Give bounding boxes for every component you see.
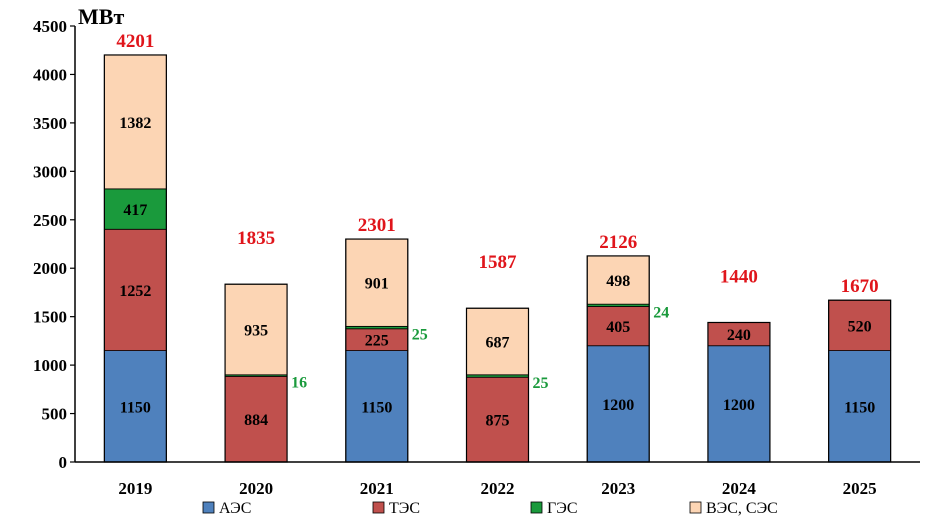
- legend-swatch: [530, 501, 543, 514]
- legend-label: ТЭС: [389, 500, 420, 517]
- segment-value-label: 240: [727, 327, 751, 344]
- y-tick-label: 3500: [33, 114, 67, 133]
- bar-segment: [224, 283, 288, 376]
- bar-segment: [466, 307, 529, 376]
- bar-2022: 875 25 687: [465, 307, 549, 463]
- y-tick-label: 0: [59, 453, 68, 472]
- legend-label: АЭС: [219, 500, 251, 517]
- segment-value-label: 1200: [602, 397, 634, 414]
- bar-2019: 1150 1252 417 1382: [103, 54, 167, 463]
- segment-value-label: 24: [653, 304, 669, 321]
- legend-swatch: [202, 501, 215, 514]
- legend-swatch: [689, 501, 702, 514]
- total-value-label: 1587: [479, 252, 518, 273]
- legend-label: ВЭС, СЭС: [706, 500, 778, 517]
- y-axis-ticks: 0 500 1000 1500 2000 2500 3000 3500 4000 4500: [33, 17, 75, 472]
- bar-2024: 1200 240: [707, 321, 771, 463]
- segment-value-label: 1252: [119, 283, 151, 300]
- legend-label: ГЭС: [547, 500, 577, 517]
- total-value-label: 1835: [237, 228, 275, 249]
- y-tick-label: 4500: [33, 17, 67, 36]
- y-tick-label: 4000: [33, 65, 67, 84]
- bar-segment: [586, 306, 650, 347]
- segment-value-label: 25: [533, 375, 549, 392]
- segment-value-label: 417: [123, 202, 147, 219]
- segment-value-label: 935: [244, 323, 268, 340]
- y-axis-unit-label: МВт: [78, 4, 124, 29]
- total-value-label: 1670: [841, 276, 879, 297]
- segment-value-label: 520: [848, 318, 872, 335]
- segment-value-label: 687: [486, 335, 510, 352]
- bar-segment: [345, 350, 409, 463]
- segment-value-label: 875: [486, 413, 510, 430]
- segment-value-label: 1150: [844, 399, 875, 416]
- segment-value-label: 884: [244, 412, 268, 429]
- total-value-label: 2126: [599, 232, 637, 253]
- segment-value-label: 1150: [120, 399, 151, 416]
- segment-value-label: 25: [412, 327, 428, 344]
- segment-value-label: 498: [606, 273, 630, 290]
- bar-segment: [828, 350, 892, 463]
- y-tick-label: 1000: [33, 356, 67, 375]
- total-value-label: 4201: [116, 31, 154, 52]
- segment-value-label: 1200: [723, 397, 755, 414]
- bar-2023: 1200 405 24 498: [586, 255, 669, 463]
- bar-segment: [586, 345, 650, 463]
- x-axis-labels: 2019 2020 2021 2022 2023 2024 2025: [118, 479, 876, 498]
- y-tick-label: 1500: [33, 308, 67, 327]
- x-tick-label: 2022: [481, 479, 515, 498]
- y-tick-label: 3000: [33, 162, 67, 181]
- x-tick-label: 2023: [601, 479, 635, 498]
- bar-segment: [103, 228, 167, 351]
- total-labels: 4201 1835 2301 1587 2126 1440 1670: [116, 31, 878, 297]
- bar-2025: 1150 520: [828, 299, 892, 463]
- segment-value-label: 16: [291, 375, 307, 392]
- segment-value-label: 405: [606, 319, 630, 336]
- segment-value-label: 901: [365, 276, 389, 293]
- bar-segment: [707, 345, 771, 463]
- bar-segment: [103, 188, 167, 230]
- x-tick-label: 2020: [239, 479, 273, 498]
- total-value-label: 1440: [720, 266, 758, 287]
- y-tick-label: 2500: [33, 211, 67, 230]
- y-tick-label: 500: [42, 405, 68, 424]
- legend: АЭС ТЭС ГЭС ВЭС, СЭС: [202, 500, 778, 517]
- segment-value-label: 225: [365, 333, 389, 350]
- x-tick-label: 2025: [843, 479, 877, 498]
- bar-segment: [345, 238, 409, 327]
- segment-value-label: 1150: [361, 399, 392, 416]
- y-tick-label: 2000: [33, 259, 67, 278]
- bar-segment: [103, 54, 167, 190]
- x-tick-label: 2021: [360, 479, 394, 498]
- bar-2021: 1150 225 25 901: [345, 238, 428, 463]
- legend-swatch: [372, 501, 385, 514]
- x-tick-label: 2019: [118, 479, 152, 498]
- bar-2020: 884 16 935: [224, 283, 307, 463]
- total-value-label: 2301: [358, 215, 396, 236]
- bar-segment: [586, 255, 650, 305]
- segment-value-label: 1382: [119, 115, 151, 132]
- x-tick-label: 2024: [722, 479, 757, 498]
